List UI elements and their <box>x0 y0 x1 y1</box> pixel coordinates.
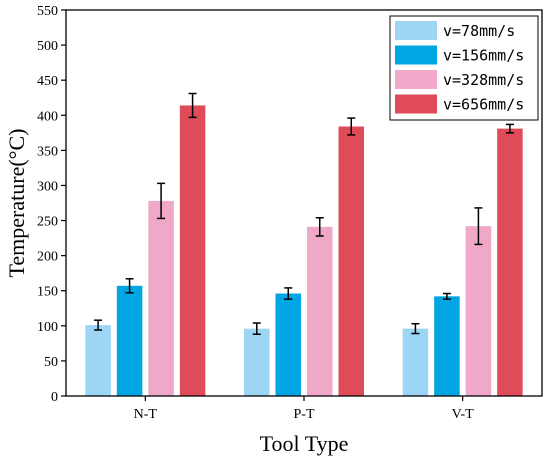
bar <box>275 293 301 396</box>
bar <box>148 200 174 396</box>
x-tick-label: P-T <box>294 407 315 422</box>
bar <box>116 285 143 396</box>
y-tick-label: 100 <box>37 320 58 335</box>
legend-entry: v=328mm/s <box>443 71 524 89</box>
x-axis-title: Tool Type <box>260 431 349 456</box>
y-tick-label: 550 <box>37 4 58 19</box>
bar <box>497 128 523 396</box>
y-tick-label: 250 <box>37 215 58 230</box>
legend-entry: v=656mm/s <box>443 96 524 114</box>
bar <box>244 328 270 396</box>
y-axis: 0 50 100 150 200 250 300 350 400 450 500 550 <box>37 4 66 405</box>
y-tick-label: 150 <box>37 285 58 300</box>
bar <box>307 226 333 396</box>
bar <box>434 296 460 396</box>
y-tick-label: 300 <box>37 179 58 194</box>
bar <box>465 226 492 396</box>
legend-entry: v=78mm/s <box>443 22 515 40</box>
legend-swatch <box>395 45 437 65</box>
y-tick-label: 350 <box>37 144 58 159</box>
x-axis: N-T P-T V-T <box>134 396 474 422</box>
legend-swatch <box>395 70 437 89</box>
error-bars-layer <box>94 92 514 335</box>
y-tick-label: 0 <box>51 390 58 405</box>
bar <box>85 325 111 396</box>
legend-entry: v=156mm/s <box>443 47 524 65</box>
y-tick-label: 400 <box>37 109 58 124</box>
y-tick-label: 450 <box>37 74 58 89</box>
legend-swatch <box>395 94 437 114</box>
y-tick-label: 200 <box>37 250 58 265</box>
y-axis-title: Temperature(°C) <box>4 129 29 278</box>
y-tick-label: 500 <box>37 39 58 54</box>
legend-swatch <box>395 21 437 40</box>
bars-layer <box>85 105 523 397</box>
x-tick-label: N-T <box>134 407 158 422</box>
x-tick-label: V-T <box>452 407 474 422</box>
legend: v=78mm/s v=156mm/s v=328mm/s v=656mm/s <box>389 15 539 121</box>
bar <box>338 126 364 396</box>
bar <box>179 105 206 397</box>
bar <box>402 328 429 396</box>
y-tick-label: 50 <box>44 355 58 370</box>
